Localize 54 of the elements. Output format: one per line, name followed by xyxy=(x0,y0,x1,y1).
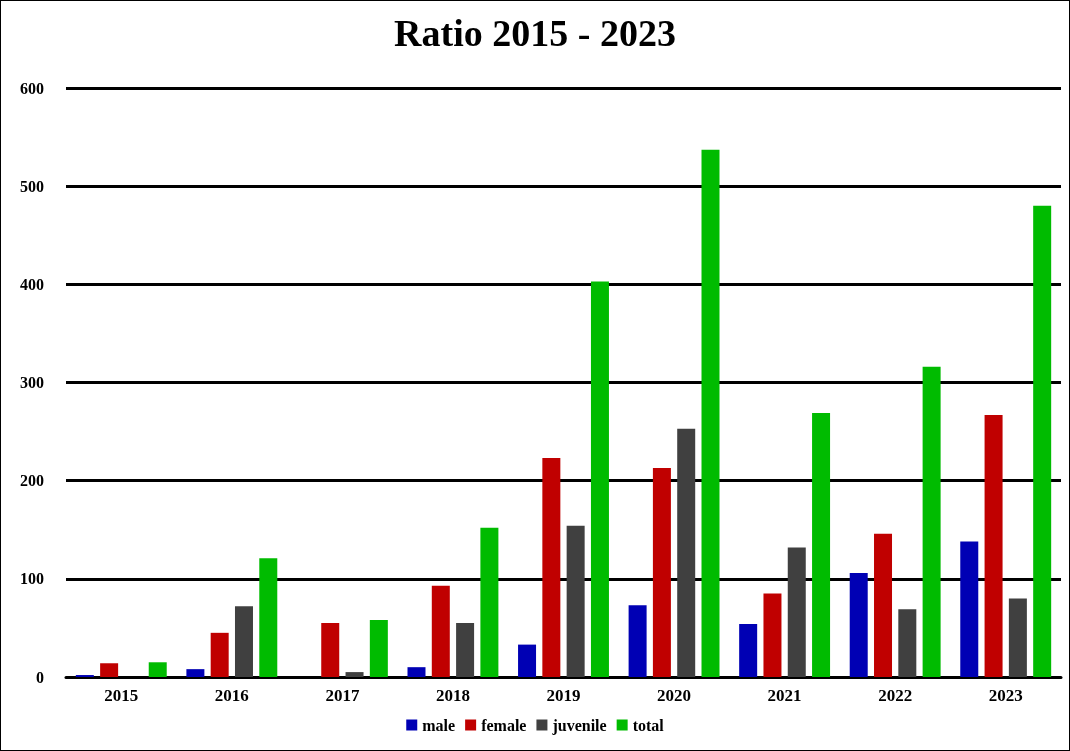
x-tick-label: 2015 xyxy=(104,686,139,705)
bar xyxy=(518,644,537,677)
bar xyxy=(407,667,426,677)
y-tick-label: 200 xyxy=(20,472,44,490)
bar xyxy=(984,414,1003,677)
bar xyxy=(456,623,475,677)
bar xyxy=(542,458,561,677)
legend-label: total xyxy=(632,716,665,734)
legend-label: female xyxy=(481,716,527,734)
bar xyxy=(590,281,609,677)
bar xyxy=(787,547,806,677)
x-tick-label: 2020 xyxy=(657,686,692,705)
bar xyxy=(259,558,278,677)
bar xyxy=(480,527,499,677)
bar xyxy=(874,533,893,677)
bar xyxy=(652,467,671,677)
bar xyxy=(369,620,388,677)
bar xyxy=(1033,205,1052,677)
bar xyxy=(701,149,720,677)
y-tick-label: 400 xyxy=(20,275,44,293)
x-tick-label: 2023 xyxy=(988,686,1023,705)
x-tick-label: 2016 xyxy=(214,686,249,705)
chart-title: Ratio 2015 - 2023 xyxy=(394,12,676,54)
y-tick-label: 0 xyxy=(36,668,44,686)
bar xyxy=(849,572,868,677)
bar xyxy=(566,525,585,677)
y-tick-label: 500 xyxy=(20,177,44,195)
bar xyxy=(739,623,758,677)
bar xyxy=(186,669,205,677)
bar xyxy=(677,428,696,677)
x-tick-label: 2018 xyxy=(435,686,470,705)
bar xyxy=(321,623,340,677)
y-tick-label: 100 xyxy=(20,570,44,588)
x-tick-label: 2019 xyxy=(546,686,581,705)
y-tick-label: 600 xyxy=(20,79,44,97)
x-tick-label: 2017 xyxy=(325,686,360,705)
bar xyxy=(763,593,782,677)
y-tick-label: 300 xyxy=(20,374,44,391)
x-tick-label: 2021 xyxy=(767,686,802,705)
bar xyxy=(960,541,979,677)
bar xyxy=(812,412,831,677)
legend-label: male xyxy=(422,716,456,734)
legend-label: juvenile xyxy=(551,716,607,735)
bar xyxy=(628,605,647,677)
bar xyxy=(898,609,917,677)
bar xyxy=(1008,598,1027,677)
bar xyxy=(345,672,364,677)
bar xyxy=(100,663,119,677)
bar xyxy=(234,606,253,677)
x-tick-label: 2022 xyxy=(878,686,913,705)
bar xyxy=(922,366,941,677)
bar xyxy=(210,632,229,677)
bar xyxy=(148,662,167,677)
bar xyxy=(431,585,450,677)
